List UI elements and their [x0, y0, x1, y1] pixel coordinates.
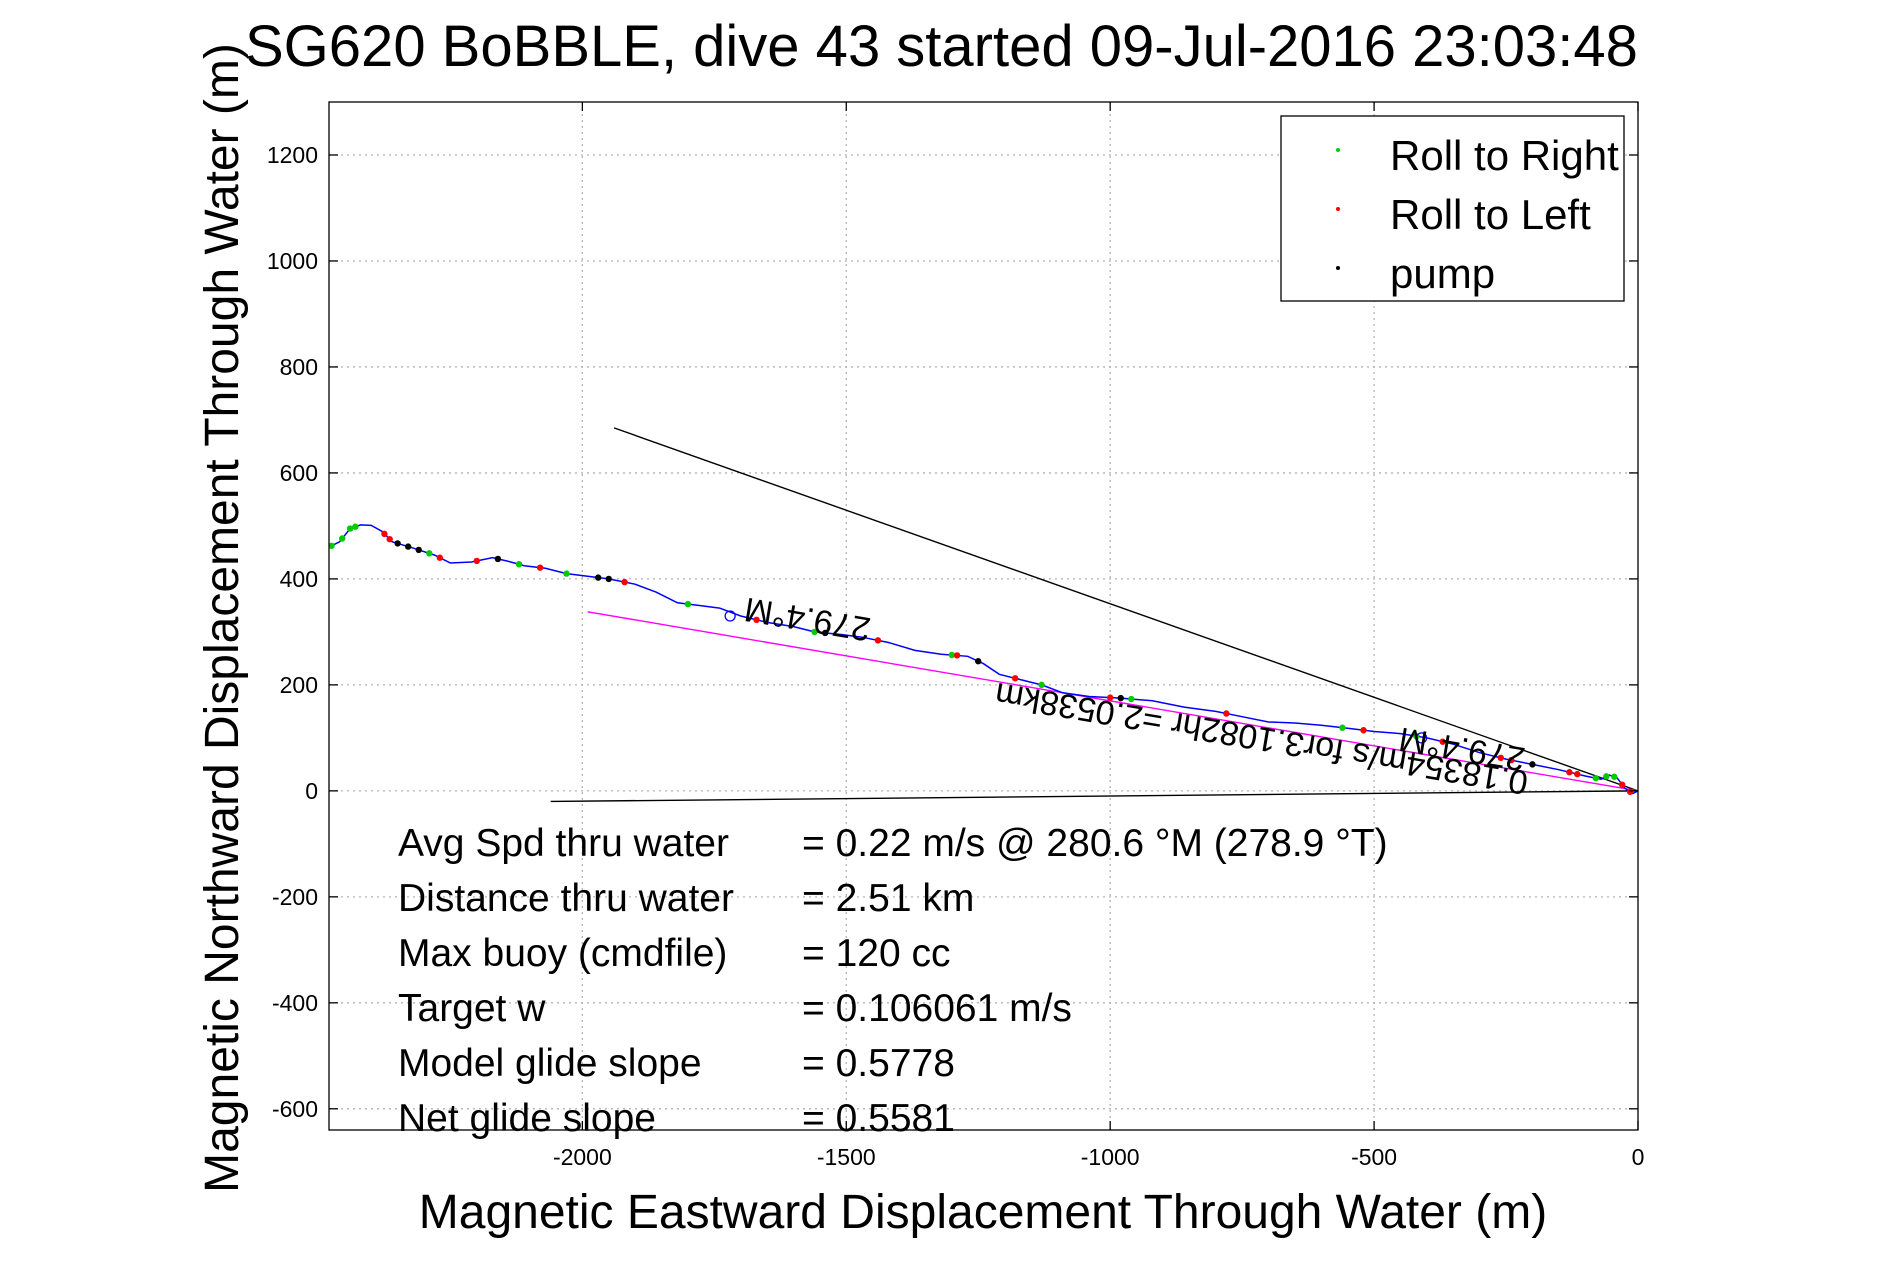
annotation-label: Distance thru water	[398, 877, 734, 920]
annotation-value: = 0.106061 m/s	[802, 987, 1072, 1030]
y-tick-label: -200	[272, 884, 318, 910]
axis-ticks: -2000 -1500 -1000 -500 0-600-400-20002004006…	[267, 102, 1645, 1170]
roll-right-point	[338, 535, 346, 542]
reference-line	[587, 611, 1639, 792]
roll-left-point	[1618, 781, 1626, 788]
pump-point	[594, 574, 602, 581]
y-tick-label: -400	[272, 990, 318, 1016]
roll-left-point	[386, 535, 393, 543]
roll-left-point	[874, 637, 882, 644]
roll-right-point	[684, 600, 692, 608]
legend: Roll to Right Roll to Left pump	[1280, 115, 1625, 302]
pump-point	[415, 546, 422, 554]
y-tick-label: 200	[280, 672, 318, 698]
annotation-value: = 0.5581	[802, 1097, 955, 1140]
roll-right-point	[1611, 773, 1618, 780]
roll-right-point	[352, 523, 359, 530]
roll-left-point	[1439, 738, 1446, 745]
legend-label-roll-left: Roll to Left	[1390, 191, 1591, 238]
roll-left-point	[1566, 769, 1573, 776]
x-tick-label: -2000	[553, 1144, 612, 1170]
y-axis-label: Magnetic Northward Displacement Through …	[196, 43, 249, 1193]
roll-right-point	[328, 542, 335, 549]
pump-point	[1117, 694, 1124, 702]
annotation-value: = 0.22 m/s @ 280.6 °M (278.9 °T)	[802, 822, 1388, 865]
y-tick-label: -600	[272, 1096, 318, 1122]
roll-left-point	[536, 564, 544, 571]
stats-annotations: Avg Spd thru water = 0.22 m/s @ 280.6 °M…	[398, 822, 1388, 1140]
y-tick-label: 800	[280, 354, 318, 380]
roll-right-point	[948, 651, 956, 659]
roll-right-point	[811, 628, 818, 636]
pump-point	[975, 658, 982, 665]
x-tick-label: -500	[1351, 1144, 1397, 1170]
roll-left-point	[473, 557, 480, 565]
pump-point	[404, 543, 412, 550]
y-tick-label: 1000	[267, 248, 318, 274]
legend-label-roll-right: Roll to Right	[1390, 132, 1619, 179]
roll-right-point	[563, 570, 570, 577]
roll-right-point	[426, 550, 433, 557]
pump-point	[394, 540, 401, 547]
roll-left-point	[953, 652, 961, 659]
y-tick-label: 400	[280, 566, 318, 592]
roll-left-point	[1574, 770, 1581, 778]
y-tick-label: 1200	[267, 142, 318, 168]
legend-label-pump: pump	[1390, 250, 1495, 297]
annotation-value: = 0.5778	[802, 1042, 955, 1085]
annotation-label: Avg Spd thru water	[398, 822, 729, 865]
legend-marker-roll-right	[1336, 148, 1340, 152]
roll-left-point	[753, 616, 760, 624]
x-tick-label: 0	[1632, 1144, 1645, 1170]
roll-right-point	[515, 561, 523, 568]
roll-left-point	[1360, 727, 1367, 734]
pump-point	[821, 629, 829, 637]
heading-marker	[1415, 732, 1428, 744]
reference-line	[613, 427, 1639, 792]
annotation-label: Max buoy (cmdfile)	[398, 932, 727, 975]
x-axis-label: Magnetic Eastward Displacement Through W…	[419, 1186, 1547, 1239]
pump-point	[605, 575, 612, 583]
roll-left-point	[621, 578, 628, 586]
roll-right-point	[1128, 695, 1135, 703]
x-tick-label: -1000	[1081, 1144, 1140, 1170]
legend-marker-roll-left	[1336, 207, 1340, 211]
roll-right-point	[1339, 724, 1346, 731]
annotation-label: Model glide slope	[398, 1042, 702, 1085]
roll-right-point	[346, 525, 354, 532]
heading-marker	[724, 610, 736, 622]
roll-left-point	[436, 554, 444, 561]
roll-left-point	[1106, 694, 1114, 701]
pump-point	[1529, 761, 1536, 768]
annotation-label: Net glide slope	[398, 1097, 656, 1140]
roll-left-point	[1223, 710, 1230, 717]
roll-left-point	[1508, 756, 1515, 764]
legend-marker-pump	[1336, 266, 1340, 270]
y-tick-label: 600	[280, 460, 318, 486]
pump-point	[494, 555, 502, 563]
annotation-label: Target w	[398, 987, 546, 1030]
roll-left-point	[1626, 788, 1634, 795]
roll-right-point	[1603, 773, 1610, 780]
reference-line	[550, 790, 1639, 803]
roll-right-point	[1592, 774, 1599, 782]
heading-markers	[724, 610, 1428, 744]
y-tick-label: 0	[305, 778, 318, 804]
roll-right-point	[1038, 681, 1045, 689]
reference-lines	[550, 427, 1639, 803]
roll-left-point	[1497, 754, 1504, 762]
glider-track	[328, 523, 1639, 795]
roll-left-point	[1011, 675, 1019, 682]
chart-title: SG620 BoBBLE, dive 43 started 09-Jul-201…	[245, 14, 1638, 79]
gridlines	[329, 102, 1638, 1130]
annotation-value: = 2.51 km	[802, 877, 974, 920]
annotation-value: = 120 cc	[802, 932, 951, 975]
plot-frame	[328, 101, 1639, 1131]
roll-left-point	[381, 530, 388, 538]
x-tick-label: -1500	[817, 1144, 876, 1170]
